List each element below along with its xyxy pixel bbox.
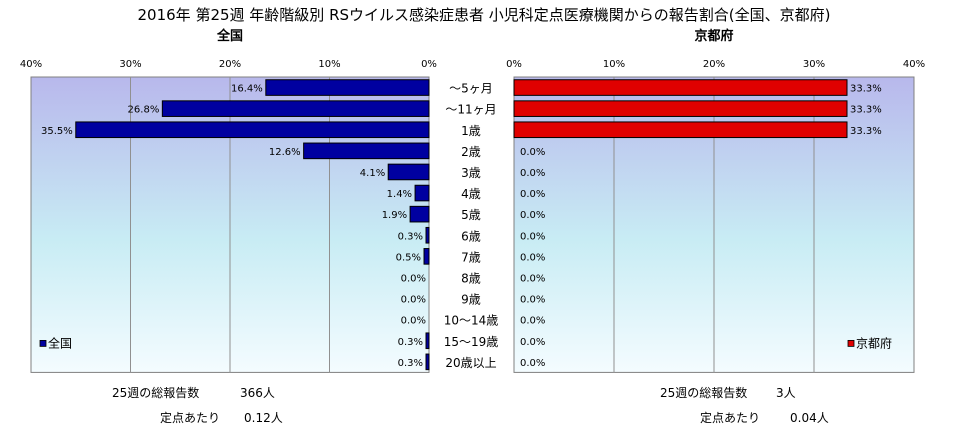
national-data-label: 0.3% bbox=[398, 358, 423, 369]
kyoto-bar bbox=[513, 79, 848, 96]
kyoto-data-label: 0.0% bbox=[520, 295, 545, 306]
category-label: 4歳 bbox=[461, 187, 481, 201]
category-label: 2歳 bbox=[461, 145, 481, 159]
national-total-row: 25週の総報告数 366人 bbox=[112, 384, 275, 401]
national-per-row: 定点あたり 0.12人 bbox=[160, 409, 283, 426]
national-legend-label: 全国 bbox=[48, 335, 72, 350]
national-data-label: 26.8% bbox=[128, 105, 160, 116]
category-label: 7歳 bbox=[461, 250, 481, 264]
kyoto-data-label: 33.3% bbox=[850, 105, 882, 116]
kyoto-total-value: 3人 bbox=[776, 386, 796, 400]
national-data-label: 4.1% bbox=[360, 168, 385, 179]
category-label: 6歳 bbox=[461, 229, 481, 243]
kyoto-data-label: 0.0% bbox=[520, 168, 545, 179]
kyoto-per-row: 定点あたり 0.04人 bbox=[700, 409, 829, 426]
kyoto-data-label: 0.0% bbox=[520, 252, 545, 263]
national-tick-label: 20% bbox=[219, 59, 241, 70]
national-bar bbox=[423, 248, 430, 265]
national-per-value: 0.12人 bbox=[244, 411, 283, 425]
national-total-label: 25週の総報告数 bbox=[112, 386, 200, 400]
kyoto-per-value: 0.04人 bbox=[790, 411, 829, 425]
kyoto-tick-label: 10% bbox=[603, 59, 625, 70]
national-bar bbox=[409, 205, 430, 223]
national-tick-label: 10% bbox=[318, 59, 340, 70]
national-data-label: 0.5% bbox=[396, 252, 421, 263]
national-data-label: 35.5% bbox=[41, 126, 73, 137]
kyoto-bar bbox=[513, 121, 848, 139]
category-label: 1歳 bbox=[461, 124, 481, 138]
kyoto-data-label: 0.0% bbox=[520, 189, 545, 200]
kyoto-tick-label: 40% bbox=[903, 59, 925, 70]
national-bar bbox=[414, 184, 430, 202]
kyoto-data-label: 0.0% bbox=[520, 231, 545, 242]
category-label: 5歳 bbox=[461, 208, 481, 222]
category-label: 9歳 bbox=[461, 293, 481, 307]
chart-title: 2016年 第25週 年齢階級別 RSウイルス感染症患者 小児科定点医療機関から… bbox=[138, 6, 831, 24]
kyoto-data-label: 33.3% bbox=[850, 84, 882, 95]
national-bar bbox=[425, 332, 430, 350]
national-data-label: 0.0% bbox=[401, 316, 426, 327]
kyoto-data-label: 0.0% bbox=[520, 337, 545, 348]
category-label: 15～19歳 bbox=[444, 335, 499, 349]
national-data-label: 0.0% bbox=[401, 295, 426, 306]
national-bar bbox=[425, 226, 430, 244]
kyoto-tick-label: 0% bbox=[506, 59, 522, 70]
kyoto-data-label: 0.0% bbox=[520, 210, 545, 221]
kyoto-data-label: 0.0% bbox=[520, 316, 545, 327]
kyoto-data-label: 0.0% bbox=[520, 273, 545, 284]
national-panel-title: 全国 bbox=[216, 28, 243, 44]
national-tick-label: 0% bbox=[421, 59, 437, 70]
kyoto-data-label: 0.0% bbox=[520, 147, 545, 158]
national-data-label: 16.4% bbox=[231, 84, 263, 95]
national-bar bbox=[303, 142, 430, 160]
kyoto-data-label: 0.0% bbox=[520, 358, 545, 369]
national-data-label: 0.3% bbox=[398, 337, 423, 348]
kyoto-bar bbox=[513, 100, 848, 117]
national-bar bbox=[387, 163, 430, 181]
kyoto-tick-label: 30% bbox=[803, 59, 825, 70]
category-label: ～11ヶ月 bbox=[445, 103, 496, 117]
national-tick-label: 40% bbox=[20, 59, 42, 70]
national-data-label: 1.4% bbox=[387, 189, 412, 200]
category-label: 20歳以上 bbox=[445, 356, 496, 370]
national-tick-label: 30% bbox=[119, 59, 141, 70]
national-bar bbox=[265, 79, 430, 96]
national-data-label: 1.9% bbox=[382, 210, 407, 221]
national-legend-swatch bbox=[39, 339, 47, 347]
national-bar bbox=[75, 121, 430, 139]
category-label: ～5ヶ月 bbox=[449, 82, 493, 96]
national-bar bbox=[161, 100, 430, 117]
national-per-label: 定点あたり bbox=[160, 411, 221, 425]
category-label: 8歳 bbox=[461, 271, 481, 285]
category-label: 3歳 bbox=[461, 166, 481, 180]
kyoto-per-label: 定点あたり bbox=[700, 411, 761, 425]
kyoto-total-row: 25週の総報告数 3人 bbox=[660, 384, 796, 401]
kyoto-legend-label: 京都府 bbox=[856, 335, 892, 350]
national-total-value: 366人 bbox=[240, 386, 275, 400]
national-bar bbox=[425, 353, 430, 371]
kyoto-panel-title: 京都府 bbox=[694, 28, 733, 44]
national-data-label: 12.6% bbox=[269, 147, 301, 158]
kyoto-data-label: 33.3% bbox=[850, 126, 882, 137]
kyoto-legend-swatch bbox=[847, 339, 855, 347]
kyoto-tick-label: 20% bbox=[703, 59, 725, 70]
national-data-label: 0.0% bbox=[401, 273, 426, 284]
national-data-label: 0.3% bbox=[398, 231, 423, 242]
category-label: 10～14歳 bbox=[444, 314, 499, 328]
kyoto-total-label: 25週の総報告数 bbox=[660, 386, 748, 400]
